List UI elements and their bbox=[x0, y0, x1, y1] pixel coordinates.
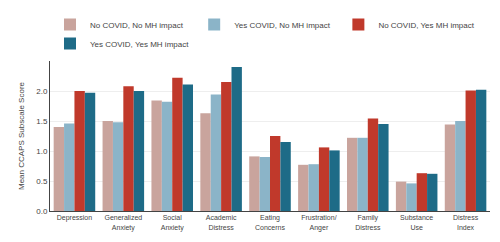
svg-text:Mean CCAPS Subscale Score: Mean CCAPS Subscale Score bbox=[17, 81, 26, 190]
svg-text:No COVID, No MH impact: No COVID, No MH impact bbox=[90, 21, 184, 30]
svg-text:FamilyDistress: FamilyDistress bbox=[355, 214, 381, 230]
svg-text:No COVID, Yes MH impact: No COVID, Yes MH impact bbox=[378, 21, 474, 30]
svg-text:DistressIndex: DistressIndex bbox=[453, 214, 479, 230]
svg-text:Depression: Depression bbox=[57, 214, 93, 222]
svg-text:0.5: 0.5 bbox=[36, 177, 48, 186]
svg-text:EatingConcerns: EatingConcerns bbox=[255, 214, 285, 230]
svg-text:Yes COVID, No MH impact: Yes COVID, No MH impact bbox=[234, 21, 331, 30]
svg-text:Frustration/Anger: Frustration/Anger bbox=[301, 214, 336, 231]
svg-text:1.0: 1.0 bbox=[36, 147, 48, 156]
svg-text:2.0: 2.0 bbox=[36, 87, 48, 96]
svg-text:1.5: 1.5 bbox=[36, 117, 48, 126]
svg-text:Yes COVID, Yes MH impact: Yes COVID, Yes MH impact bbox=[90, 40, 189, 49]
svg-text:0.0: 0.0 bbox=[36, 207, 48, 216]
svg-text:SocialAnxiety: SocialAnxiety bbox=[161, 214, 184, 231]
svg-text:AcademicDistress: AcademicDistress bbox=[206, 214, 237, 230]
svg-text:SubstanceUse: SubstanceUse bbox=[400, 214, 433, 230]
svg-text:GeneralizedAnxiety: GeneralizedAnxiety bbox=[104, 214, 142, 231]
